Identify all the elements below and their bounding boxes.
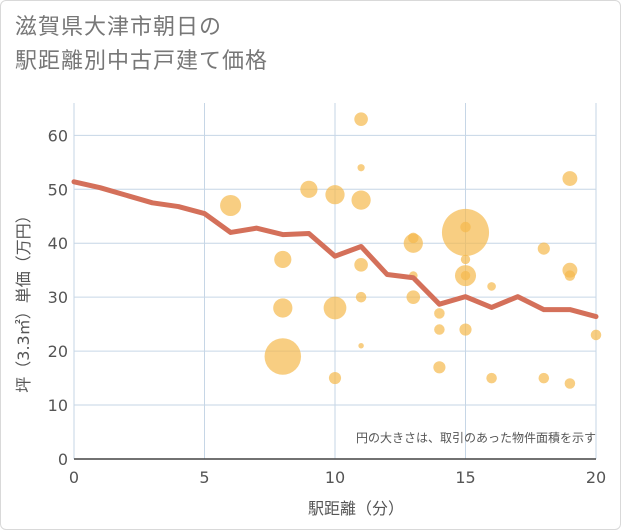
data-bubble (487, 282, 496, 291)
data-bubble (357, 164, 365, 172)
data-bubble (406, 290, 421, 304)
y-tick-label: 30 (48, 288, 68, 307)
data-bubble (220, 194, 242, 217)
chart-title-line-2: 駅距離別中古戸建て価格 (15, 49, 269, 74)
x-tick-label: 5 (199, 468, 209, 487)
data-bubble (434, 308, 445, 319)
size-legend-note: 円の大きさは、取引のあった物件面積を示す (356, 430, 596, 445)
data-bubble (486, 372, 497, 384)
x-tick-label: 0 (69, 468, 79, 487)
data-bubble (441, 208, 490, 257)
x-axis-label: 駅距離（分） (308, 499, 404, 518)
y-axis-ticks: 0 10 20 30 40 50 60 (48, 126, 68, 469)
chart-title: 滋賀県大津市朝日の 駅距離別中古戸建て価格 (15, 11, 268, 79)
data-bubble (460, 221, 471, 233)
y-axis-label: 坪（3.3㎡）単価（万円） (14, 207, 33, 392)
data-bubble (538, 372, 550, 384)
data-bubble (264, 338, 302, 375)
x-tick-label: 10 (325, 468, 345, 487)
data-bubble (564, 270, 576, 281)
y-tick-label: 50 (48, 180, 68, 199)
data-bubble (354, 112, 368, 126)
x-axis-ticks: 0 5 10 15 20 (69, 468, 606, 487)
data-bubble (434, 324, 445, 335)
data-bubble (564, 378, 576, 389)
x-tick-label: 20 (586, 468, 606, 487)
data-bubble (358, 343, 364, 349)
data-bubble (562, 171, 578, 186)
data-bubble (300, 180, 318, 198)
data-bubble (323, 296, 347, 320)
x-tick-label: 15 (455, 468, 475, 487)
data-bubble (328, 372, 342, 385)
data-bubble (537, 242, 550, 255)
data-bubble (460, 254, 471, 265)
data-bubble (433, 361, 446, 374)
data-bubble (354, 258, 368, 272)
y-tick-label: 40 (48, 234, 68, 253)
data-bubbles (220, 112, 602, 389)
data-bubble (273, 298, 293, 318)
chart-title-line-1: 滋賀県大津市朝日の (15, 15, 223, 40)
y-tick-label: 20 (48, 342, 68, 361)
data-bubble (408, 232, 419, 244)
y-tick-label: 10 (48, 396, 68, 415)
data-bubble (460, 270, 471, 281)
data-bubble (459, 323, 472, 336)
data-bubble (355, 291, 367, 303)
data-bubble (325, 185, 345, 205)
data-bubble (351, 190, 371, 210)
y-tick-label: 60 (48, 126, 68, 145)
average-price-line (71, 179, 599, 320)
y-tick-label: 0 (58, 450, 68, 469)
data-bubble (590, 329, 602, 341)
data-bubble (274, 250, 292, 269)
